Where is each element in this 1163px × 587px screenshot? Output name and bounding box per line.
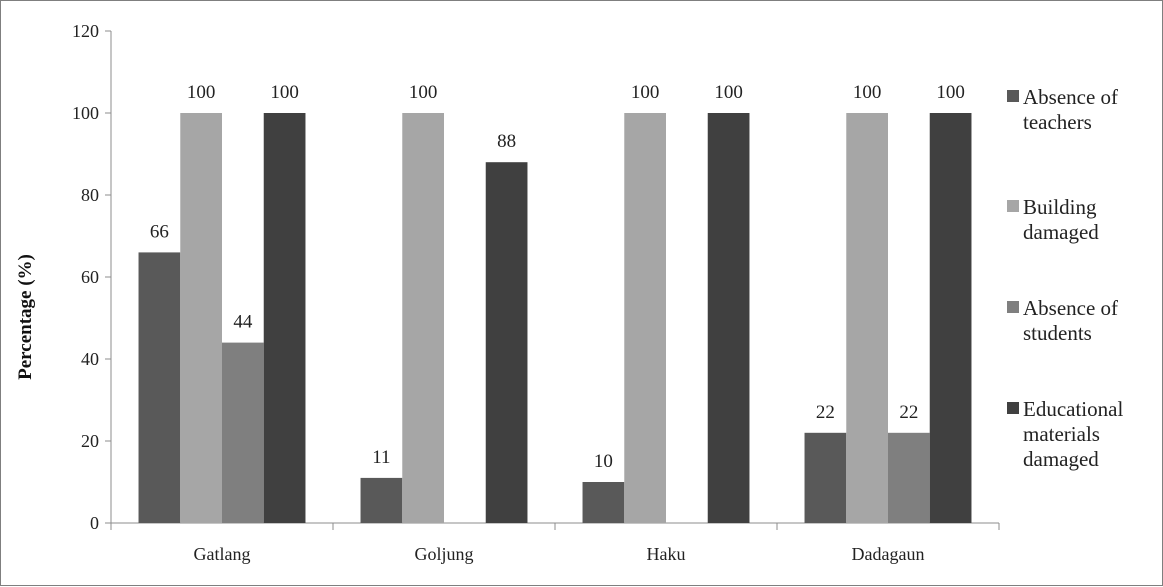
bar	[624, 113, 666, 523]
bar	[929, 113, 972, 523]
x-tick-label: Gatlang	[194, 544, 251, 564]
bar	[138, 252, 181, 523]
legend-label-line: damaged	[1023, 447, 1099, 471]
legend-label-line: Absence of	[1023, 85, 1118, 109]
data-label: 100	[409, 82, 438, 103]
legend-item: Absence of teachers	[1007, 85, 1118, 134]
legend-swatch	[1007, 90, 1019, 102]
legend-label-line: Absence of	[1023, 296, 1118, 320]
x-tick-label: Haku	[647, 544, 686, 564]
x-tick-label: Goljung	[414, 544, 473, 564]
data-labels: 66 100 44 100 11 100 88 10 100 100 22 100 22 100	[150, 82, 965, 472]
bar	[402, 113, 444, 523]
bar	[263, 113, 306, 523]
legend-label-line: Educational	[1023, 397, 1123, 421]
data-label: 10	[594, 451, 613, 472]
data-label: 66	[150, 221, 169, 242]
y-tick-label: 20	[81, 431, 99, 451]
y-tick-label: 60	[81, 267, 99, 287]
legend-item: Educational materials damaged	[1007, 397, 1123, 471]
data-label: 44	[233, 312, 253, 333]
y-tick-label: 0	[90, 513, 99, 533]
legend-label-line: Building	[1023, 195, 1097, 219]
legend-swatch	[1007, 301, 1019, 313]
data-label: 11	[372, 447, 390, 468]
legend-label: Absence of students	[1023, 296, 1118, 345]
legend-label-line: damaged	[1023, 220, 1099, 244]
bar	[888, 432, 930, 523]
legend-label-line: students	[1023, 321, 1092, 345]
legend-label: Absence of teachers	[1023, 85, 1118, 134]
bar	[582, 482, 625, 523]
bar	[804, 432, 847, 523]
data-label: 100	[187, 82, 216, 103]
bars	[138, 113, 972, 523]
bar	[222, 342, 264, 523]
legend-label-line: materials	[1023, 422, 1100, 446]
axes: 0 20 40 60 80 100 120 Gatlang Goljung Haku Dadagau…	[72, 21, 1000, 564]
legend-label-line: teachers	[1023, 110, 1092, 134]
x-tick-label: Dadagaun	[852, 544, 925, 564]
data-label: 100	[936, 82, 965, 103]
bar	[707, 113, 750, 523]
data-label: 88	[497, 131, 516, 152]
legend-swatch	[1007, 402, 1019, 414]
data-label: 100	[853, 82, 882, 103]
y-tick-label: 100	[72, 103, 99, 123]
legend-label: Educational materials damaged	[1023, 397, 1123, 471]
y-axis-label: Percentage (%)	[15, 254, 36, 380]
data-label: 22	[816, 402, 835, 423]
y-tick-label: 40	[81, 349, 99, 369]
bar	[360, 477, 403, 523]
data-label: 100	[714, 82, 743, 103]
data-label: 22	[899, 402, 918, 423]
legend-label: Building damaged	[1023, 195, 1099, 244]
bar	[485, 162, 528, 523]
legend-item: Absence of students	[1007, 296, 1118, 345]
data-label: 100	[631, 82, 660, 103]
y-tick-label: 80	[81, 185, 99, 205]
bar	[180, 113, 222, 523]
legend-item: Building damaged	[1007, 195, 1099, 244]
bar	[846, 113, 888, 523]
data-label: 100	[270, 82, 299, 103]
legend-swatch	[1007, 200, 1019, 212]
y-tick-label: 120	[72, 21, 99, 41]
